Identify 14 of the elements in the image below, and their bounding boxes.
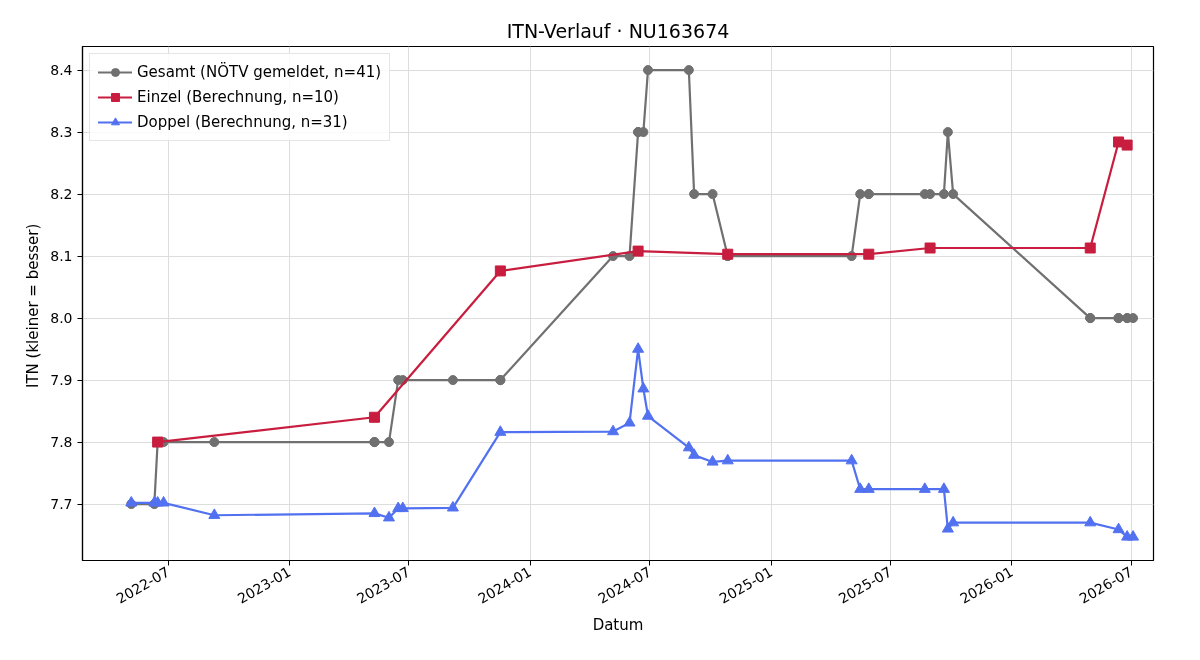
chart-title: ITN-Verlauf · NU163674 bbox=[506, 19, 730, 42]
y-tick-label: 8.1 bbox=[50, 248, 73, 265]
y-tick-label: 8.4 bbox=[50, 62, 73, 79]
y-tick-label: 8.0 bbox=[50, 310, 73, 327]
legend-label: Gesamt (NÖTV gemeldet, n=41) bbox=[137, 62, 382, 82]
legend-label: Einzel (Berechnung, n=10) bbox=[137, 87, 339, 107]
y-tick-label: 7.9 bbox=[50, 372, 73, 389]
x-axis-title: Datum bbox=[592, 616, 644, 635]
y-tick-label: 8.3 bbox=[50, 124, 73, 141]
legend-label: Doppel (Berechnung, n=31) bbox=[137, 112, 348, 132]
y-tick-label: 7.7 bbox=[50, 496, 73, 513]
y-tick-label: 8.2 bbox=[50, 186, 73, 203]
y-axis-title: ITN (kleiner = besser) bbox=[24, 223, 43, 389]
y-tick-label: 7.8 bbox=[50, 434, 73, 451]
